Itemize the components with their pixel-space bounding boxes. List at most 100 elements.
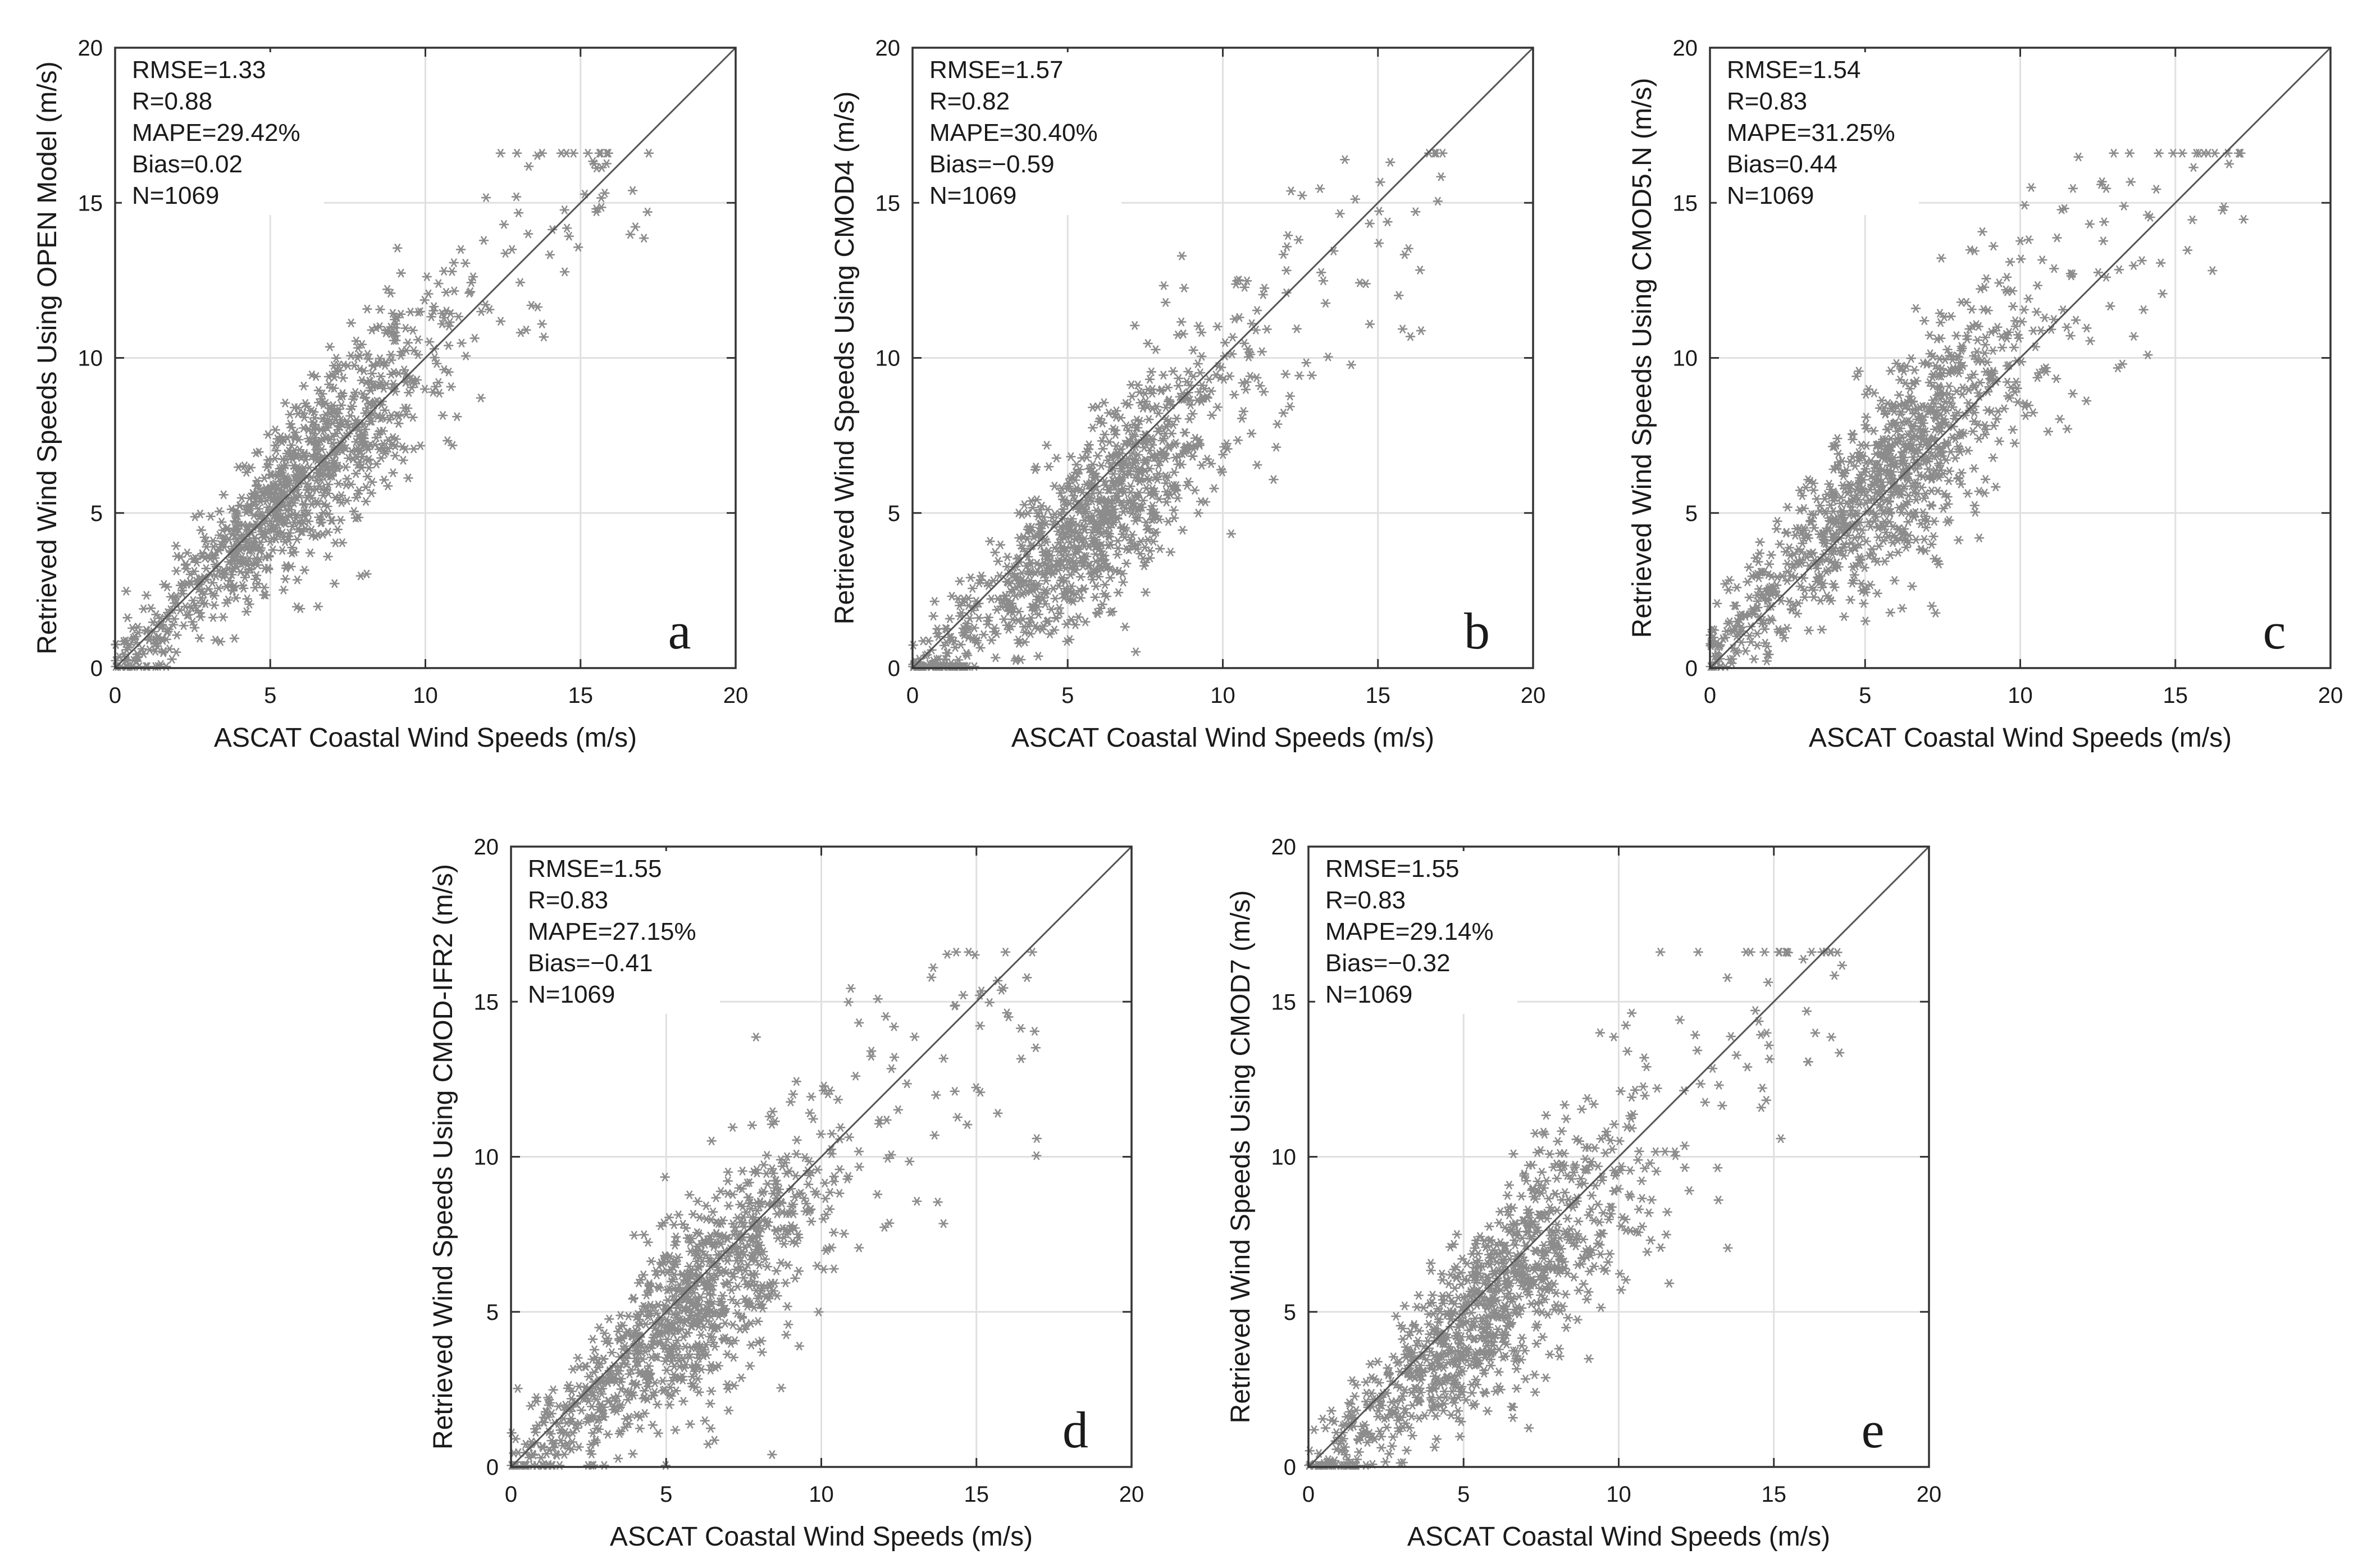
data-point (1188, 409, 1198, 418)
data-point (323, 480, 334, 489)
data-point (762, 1262, 773, 1271)
data-point (1383, 217, 1393, 226)
data-point (909, 1032, 920, 1041)
data-point (1273, 419, 1283, 429)
data-point (537, 319, 548, 328)
data-point (218, 490, 229, 500)
data-point (553, 1402, 564, 1411)
data-point (2008, 425, 2018, 435)
data-point (1563, 1313, 1574, 1322)
data-point (589, 1345, 600, 1354)
data-point (854, 1147, 864, 1156)
data-point (1252, 460, 1262, 469)
data-point (453, 312, 464, 321)
data-point (452, 412, 462, 421)
data-point (1165, 547, 1176, 557)
y-axis-label: Retrieved Wind Speeds Using OPEN Model (… (33, 61, 62, 654)
data-point (292, 535, 302, 544)
data-point (392, 244, 403, 253)
data-point (121, 587, 131, 596)
data-point (1764, 560, 1775, 569)
data-point (628, 1449, 638, 1459)
data-point (1436, 172, 1446, 181)
stat-line: Bias=−0.59 (929, 150, 1055, 178)
data-point (455, 245, 466, 254)
data-point (893, 1105, 904, 1114)
data-point (1029, 1027, 1040, 1036)
data-point (1237, 414, 1247, 423)
data-point (705, 1424, 716, 1433)
data-point (1170, 453, 1180, 462)
data-point (1309, 1425, 1319, 1434)
x-axis-label: ASCAT Coastal Wind Speeds (m/s) (214, 723, 637, 753)
data-point (2085, 336, 2095, 345)
data-point (771, 1267, 782, 1276)
data-point (1016, 1054, 1027, 1063)
data-point (2138, 305, 2149, 314)
data-point (1997, 343, 2008, 352)
data-point (942, 950, 952, 959)
data-point (757, 1347, 767, 1357)
data-point (1675, 1016, 1685, 1025)
data-point (375, 305, 385, 314)
data-point (745, 1361, 755, 1370)
data-point (952, 1113, 963, 1122)
data-point (835, 1123, 846, 1132)
data-point (827, 1129, 837, 1139)
data-point (443, 436, 453, 445)
data-point (1577, 1105, 1587, 1114)
data-point (1092, 451, 1103, 460)
data-point (1936, 254, 1946, 263)
data-point (1895, 375, 1905, 385)
data-point (1168, 367, 1178, 376)
data-point (767, 1450, 777, 1459)
data-point (1178, 525, 1188, 535)
data-point (720, 1319, 730, 1328)
data-point (568, 149, 579, 158)
data-point (345, 412, 355, 420)
y-tick-label: 15 (474, 990, 499, 1014)
data-point (1144, 374, 1155, 384)
data-point (2188, 163, 2199, 172)
data-point (171, 566, 181, 575)
data-point (573, 1354, 583, 1363)
data-point (1112, 536, 1123, 546)
data-point (507, 245, 517, 254)
data-point (1259, 284, 1270, 292)
data-point (1992, 414, 2002, 423)
data-point (437, 319, 448, 328)
data-point (457, 339, 467, 348)
data-point (1425, 1259, 1436, 1268)
data-point (1350, 195, 1361, 204)
data-point (866, 1046, 877, 1055)
data-point (1238, 407, 1249, 416)
y-axis-label: Retrieved Wind Speeds Using CMOD4 (m/s) (830, 92, 860, 625)
data-point (403, 473, 413, 483)
data-point (2224, 159, 2234, 168)
data-point (1153, 409, 1164, 418)
data-point (587, 1334, 598, 1344)
data-point (216, 518, 227, 527)
data-point (1812, 494, 1822, 504)
data-point (1403, 244, 1413, 253)
data-point (1226, 529, 1237, 538)
data-point (1604, 1249, 1615, 1259)
data-point (1075, 572, 1086, 582)
data-point (1173, 493, 1183, 502)
stat-line: RMSE=1.33 (132, 56, 266, 84)
data-point (526, 301, 537, 310)
data-point (1285, 402, 1295, 411)
data-point (1775, 540, 1785, 549)
data-point (627, 186, 638, 195)
data-point (669, 1220, 679, 1229)
data-point (405, 308, 416, 317)
data-point (886, 1064, 897, 1073)
x-tick-label: 10 (2008, 683, 2033, 708)
data-points (1705, 149, 2249, 671)
data-point (794, 1342, 805, 1351)
data-point (167, 655, 177, 664)
data-point (362, 472, 373, 481)
y-tick-label: 20 (78, 36, 103, 61)
data-point (1130, 647, 1141, 656)
